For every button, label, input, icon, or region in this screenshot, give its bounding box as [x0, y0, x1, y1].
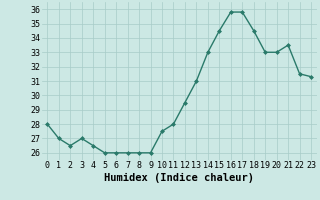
X-axis label: Humidex (Indice chaleur): Humidex (Indice chaleur)	[104, 173, 254, 183]
